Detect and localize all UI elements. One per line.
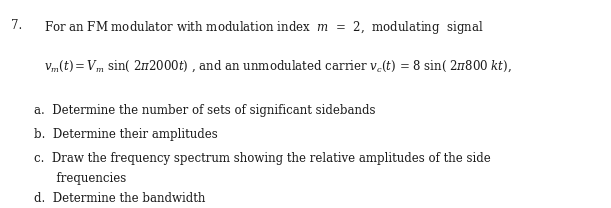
Text: a.  Determine the number of sets of significant sidebands: a. Determine the number of sets of signi… [34, 104, 375, 117]
Text: b.  Determine their amplitudes: b. Determine their amplitudes [34, 128, 218, 141]
Text: $v_m(t) = V_m$ sin( $2\pi$2000$t$) , and an unmodulated carrier $v_c(t)$ = 8 sin: $v_m(t) = V_m$ sin( $2\pi$2000$t$) , and… [44, 58, 512, 74]
Text: 7.: 7. [11, 19, 22, 32]
Text: c.  Draw the frequency spectrum showing the relative amplitudes of the side: c. Draw the frequency spectrum showing t… [34, 152, 491, 165]
Text: frequencies: frequencies [34, 172, 126, 185]
Text: d.  Determine the bandwidth: d. Determine the bandwidth [34, 192, 205, 206]
Text: For an FM modulator with modulation index  $m$  =  2,  modulating  signal: For an FM modulator with modulation inde… [44, 19, 484, 36]
